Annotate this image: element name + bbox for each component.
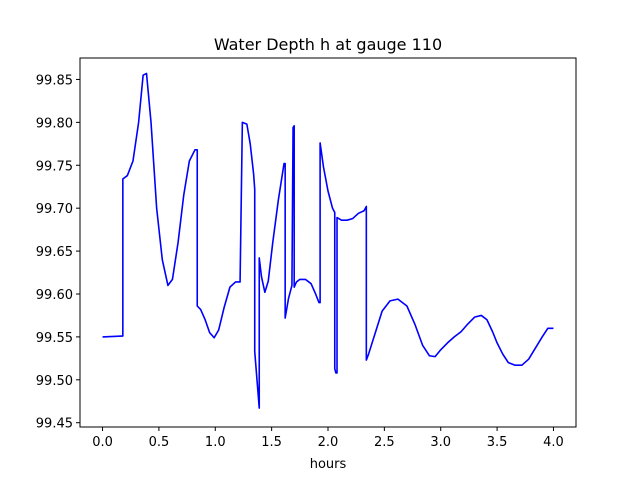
x-tick-label: 0.0: [92, 435, 113, 450]
plot-area: [102, 72, 554, 409]
y-tick-label: 99.45: [36, 417, 73, 432]
axes-frame: [79, 57, 577, 428]
y-tick-label: 99.85: [36, 73, 73, 88]
chart-title: Water Depth h at gauge 110: [214, 35, 442, 54]
x-axis: 0.0 0.5 1.0 1.5 2.0 2.5 3.0 3.5 4.0: [92, 427, 564, 450]
y-tick-label: 99.50: [36, 374, 73, 389]
x-tick-label: 2.5: [374, 435, 395, 450]
series-line-h: [102, 72, 554, 409]
y-tick-label: 99.55: [36, 331, 73, 346]
x-axis-label: hours: [310, 457, 347, 472]
x-tick-label: 3.5: [487, 435, 508, 450]
y-tick-label: 99.80: [36, 116, 73, 131]
x-tick-label: 0.5: [149, 435, 170, 450]
x-tick-label: 2.0: [318, 435, 339, 450]
y-tick-label: 99.60: [36, 288, 73, 303]
x-tick-label: 1.5: [261, 435, 282, 450]
y-tick-label: 99.65: [36, 245, 73, 260]
x-tick-label: 1.0: [205, 435, 226, 450]
y-axis: 99.45 99.50 99.55 99.60 99.65 99.70 99.75 99.80…: [36, 73, 80, 432]
y-tick-label: 99.75: [36, 159, 73, 174]
x-tick-label: 4.0: [543, 435, 564, 450]
y-tick-label: 99.70: [36, 202, 73, 217]
x-tick-label: 3.0: [430, 435, 451, 450]
